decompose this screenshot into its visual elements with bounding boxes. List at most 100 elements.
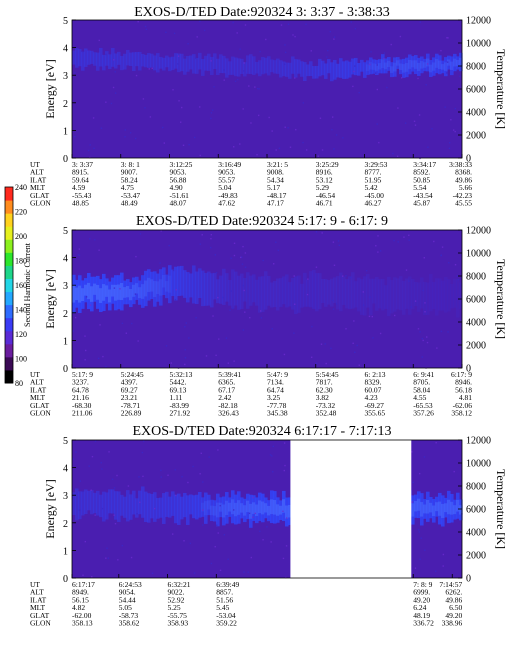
noise-speck [188,143,190,146]
band-cell [180,265,184,296]
ephemeris-cell: 69.13 [170,385,187,394]
noise-speck [390,43,392,46]
noise-speck [424,549,426,551]
band-cell [96,52,100,71]
noise-speck [163,142,166,144]
band-cell [390,62,394,78]
noise-speck [222,296,224,299]
noise-speck [271,328,273,330]
noise-speck [270,541,272,543]
band-core-cell [99,288,103,303]
noise-speck [233,360,235,362]
noise-speck [91,576,93,578]
noise-speck [114,71,116,73]
band-cell [147,493,151,523]
noise-speck [447,331,449,333]
noise-speck [181,475,183,478]
noise-speck [310,50,312,52]
ephemeris-row-label: GLAT [30,611,50,620]
noise-speck [283,442,286,444]
band-cell [414,494,418,518]
band-cell [156,273,160,302]
noise-speck [170,362,173,364]
noise-speck [232,21,234,24]
noise-speck [376,123,378,125]
band-core-cell [417,498,421,511]
band-core-cell [411,60,415,68]
colorbar-swatch [5,200,13,214]
ephemeris-cell: 60.07 [365,385,382,394]
band-cell [435,496,439,517]
temperature-tick-label: 6000 [466,85,486,96]
noise-speck [213,86,215,88]
noise-speck [72,330,75,332]
noise-speck [210,117,212,120]
noise-speck [78,254,81,256]
noise-speck [165,345,168,347]
band-cell [210,499,214,522]
noise-speck [233,254,236,257]
noise-speck [248,85,250,87]
band-cell [279,278,283,307]
ephemeris-cell: 49.20 [445,611,462,620]
noise-speck [108,451,110,453]
band-cell [102,54,106,71]
noise-speck [394,314,396,317]
ephemeris-cell: 326.43 [218,409,239,418]
noise-speck [142,475,144,478]
band-cell [432,57,436,76]
temperature-tick-label: 6000 [466,505,486,516]
noise-speck [225,337,228,339]
band-cell [438,278,442,311]
band-core-cell [456,499,460,512]
noise-speck [130,556,133,559]
noise-speck [331,128,333,131]
noise-speck [411,451,413,453]
band-cell [375,59,379,76]
noise-speck [192,465,194,468]
ephemeris-cell: 5.05 [119,603,132,612]
noise-speck [397,107,399,109]
noise-speck [138,476,140,478]
band-cell [426,491,430,522]
band-cell [201,59,205,76]
temperature-tick-label: 4000 [466,528,486,539]
noise-speck [199,20,201,22]
band-cell [291,277,295,310]
noise-speck [100,127,103,129]
noise-speck [223,69,225,71]
band-cell [285,62,289,77]
band-core-cell [276,504,280,516]
ephemeris-cell: 9053. [218,168,235,177]
temperature-axis-ticks: 0 2000 4000 6000 8000 10000 12000 [458,226,491,375]
ephemeris-cell: 1.11 [170,393,183,402]
band-core-cell [123,287,127,298]
noise-speck [282,510,284,512]
band-core-cell [105,285,109,297]
noise-speck [319,117,322,119]
ephemeris-cell: 67.17 [218,385,235,394]
ephemeris-cell: 48.07 [170,199,187,208]
noise-speck [362,291,365,293]
noise-speck [142,440,145,442]
band-core-cell [390,66,394,73]
noise-speck [272,445,275,448]
band-core-cell [156,281,160,294]
noise-speck [454,107,457,110]
ephemeris-cell: -51.61 [170,191,190,200]
band-cell [144,491,148,523]
band-core-cell [273,500,277,515]
ephemeris-cell: 358.12 [451,409,472,418]
ephemeris-cell: 46.71 [316,199,333,208]
ephemeris-row-label: ALT [30,378,44,387]
ut-tick-label: 6:32:21 [168,580,191,589]
band-cell [288,282,292,307]
energy-tick-label: 5 [63,16,68,27]
noise-speck [287,127,289,129]
noise-speck [216,524,218,526]
ephemeris-cell: -78.71 [121,401,141,410]
colorbar-swatch [5,187,13,201]
ephemeris-cell: -46.54 [316,191,336,200]
noise-speck [217,532,219,534]
band-cell [414,281,418,306]
